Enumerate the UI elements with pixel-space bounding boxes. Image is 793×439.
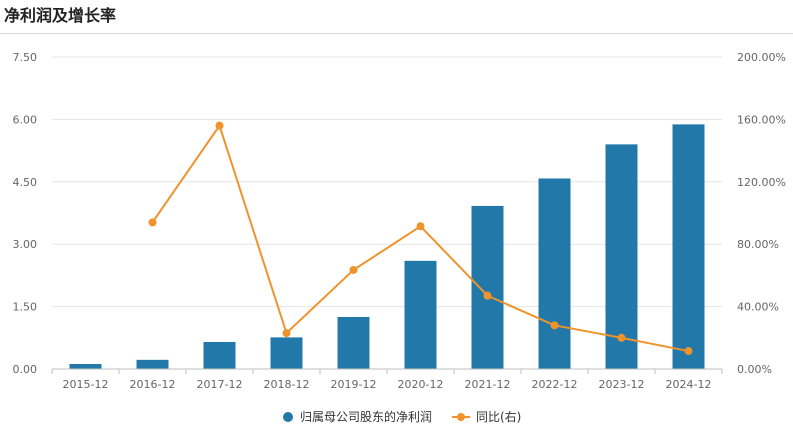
y-left-tick-label: 7.50 bbox=[13, 51, 38, 64]
y-right-tick-label: 200.00% bbox=[737, 51, 786, 64]
x-tick-label: 2023-12 bbox=[599, 378, 645, 391]
y-right-tick-label: 40.00% bbox=[737, 301, 779, 314]
y-right-tick-label: 160.00% bbox=[737, 113, 786, 126]
bar bbox=[605, 144, 638, 369]
growth-point bbox=[684, 347, 693, 356]
bar bbox=[136, 359, 169, 369]
bar bbox=[337, 317, 370, 369]
grid-lines bbox=[52, 56, 722, 308]
growth-point bbox=[416, 222, 425, 231]
y-left-tick-label: 6.00 bbox=[13, 113, 38, 126]
growth-point bbox=[349, 265, 358, 274]
line-series bbox=[148, 121, 693, 356]
growth-point bbox=[483, 291, 492, 300]
growth-point bbox=[282, 329, 291, 338]
y-left-tick-label: 4.50 bbox=[13, 176, 38, 189]
x-tick-label: 2018-12 bbox=[264, 378, 310, 391]
y-left-tick-label: 3.00 bbox=[13, 238, 38, 251]
legend-line-label: 同比(右) bbox=[476, 409, 521, 424]
growth-point bbox=[148, 218, 157, 227]
chart-header: 净利润及增长率 bbox=[0, 0, 793, 34]
legend-line-dot bbox=[457, 413, 465, 421]
x-tick-label: 2019-12 bbox=[331, 378, 377, 391]
legend-bar-marker bbox=[283, 412, 293, 422]
y-right-tick-label: 120.00% bbox=[737, 176, 786, 189]
x-tick-label: 2022-12 bbox=[532, 378, 578, 391]
growth-point bbox=[617, 333, 626, 342]
growth-point bbox=[215, 121, 224, 130]
x-tick-label: 2021-12 bbox=[465, 378, 511, 391]
y-left-tick-label: 0.00 bbox=[13, 363, 38, 376]
bar bbox=[404, 260, 437, 369]
x-tick-label: 2020-12 bbox=[398, 378, 444, 391]
y-right-tick-label: 80.00% bbox=[737, 238, 779, 251]
chart-title: 净利润及增长率 bbox=[4, 6, 117, 25]
y-right-tick-label: 0.00% bbox=[737, 363, 772, 376]
x-tick-label: 2016-12 bbox=[130, 378, 176, 391]
bar bbox=[203, 341, 236, 369]
x-tick-label: 2024-12 bbox=[666, 378, 712, 391]
bar bbox=[471, 205, 504, 369]
bar bbox=[270, 337, 303, 369]
bar-series bbox=[69, 124, 705, 369]
bar bbox=[69, 364, 102, 369]
legend: 归属母公司股东的净利润 同比(右) bbox=[283, 409, 521, 424]
growth-point bbox=[550, 321, 559, 330]
axes: 0.00 0.00% 1.50 40.00% 3.00 80.00% 4.50 120.00%… bbox=[13, 51, 786, 391]
x-tick-label: 2017-12 bbox=[197, 378, 243, 391]
y-left-tick-label: 1.50 bbox=[13, 301, 38, 314]
bar bbox=[538, 178, 571, 369]
bar bbox=[672, 124, 705, 369]
x-tick-label: 2015-12 bbox=[63, 378, 109, 391]
legend-bar-label: 归属母公司股东的净利润 bbox=[300, 409, 432, 424]
